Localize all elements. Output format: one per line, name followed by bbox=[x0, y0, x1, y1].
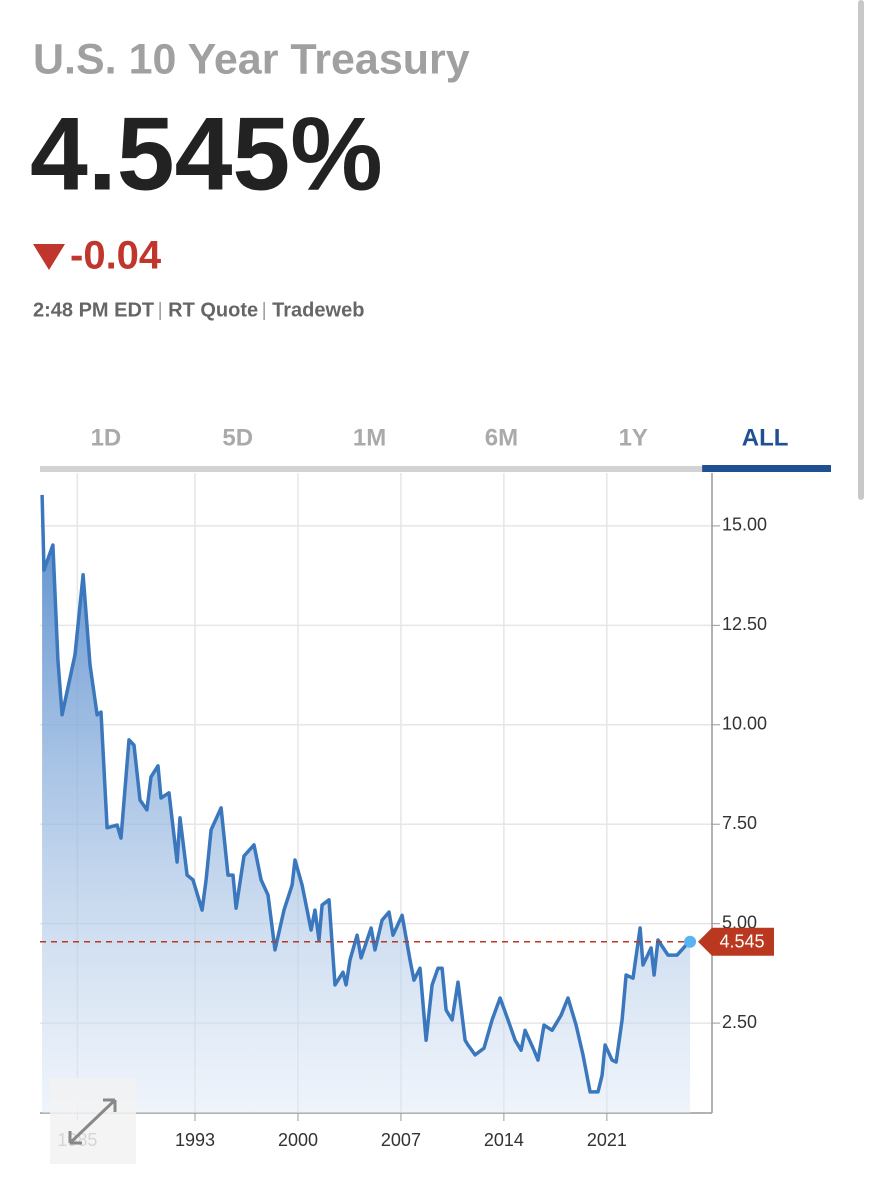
tab[interactable]: 5D bbox=[222, 424, 253, 451]
scrollbar bbox=[858, 0, 864, 500]
tab[interactable]: 1D bbox=[91, 424, 122, 451]
last-value-label: 4.545 bbox=[719, 932, 764, 952]
price: 4.545% bbox=[30, 96, 383, 212]
meta-item: 2:48 PM EDT bbox=[33, 299, 154, 321]
tab[interactable]: 1Y bbox=[619, 424, 648, 451]
tab[interactable]: ALL bbox=[742, 424, 789, 451]
meta-item: Tradeweb bbox=[272, 299, 364, 321]
y-tick-label: 7.50 bbox=[722, 813, 757, 833]
title: U.S. 10 Year Treasury bbox=[33, 35, 470, 83]
y-tick-label: 12.50 bbox=[722, 614, 767, 634]
down-arrow bbox=[33, 244, 65, 270]
x-tick-label: 2014 bbox=[484, 1130, 524, 1150]
line bbox=[40, 494, 692, 1094]
change: -0.04 bbox=[70, 234, 162, 278]
meta: 2:48 PM EDT RT Quote Tradeweb bbox=[33, 299, 364, 321]
y-tick-label: 15.00 bbox=[722, 515, 767, 535]
y-tick-label: 10.00 bbox=[722, 714, 767, 734]
tab[interactable]: 1M bbox=[353, 424, 386, 451]
x-tick-label: 2000 bbox=[278, 1130, 318, 1150]
tabs: 1D 5D 1M 6M 1Y ALL bbox=[40, 424, 831, 472]
last-value-tag bbox=[698, 927, 774, 956]
area-fill bbox=[42, 494, 691, 1113]
y-tick-label: 2.50 bbox=[722, 1012, 757, 1032]
tab[interactable]: 6M bbox=[485, 424, 518, 451]
last-point bbox=[684, 935, 697, 948]
x-tick-label: 2007 bbox=[381, 1130, 421, 1150]
meta-item: RT Quote bbox=[168, 299, 258, 321]
expand-icon bbox=[68, 1098, 117, 1145]
x-tick-label: 2021 bbox=[587, 1130, 627, 1150]
y-tick-label: 5.00 bbox=[722, 912, 757, 932]
x-tick-label: 1993 bbox=[175, 1130, 215, 1150]
tab-indicator bbox=[702, 465, 831, 472]
tab-bar bbox=[40, 466, 831, 472]
chart: 1985199320002007201420212.505.007.5010.0… bbox=[40, 473, 774, 1150]
expand-button[interactable] bbox=[50, 1078, 136, 1164]
